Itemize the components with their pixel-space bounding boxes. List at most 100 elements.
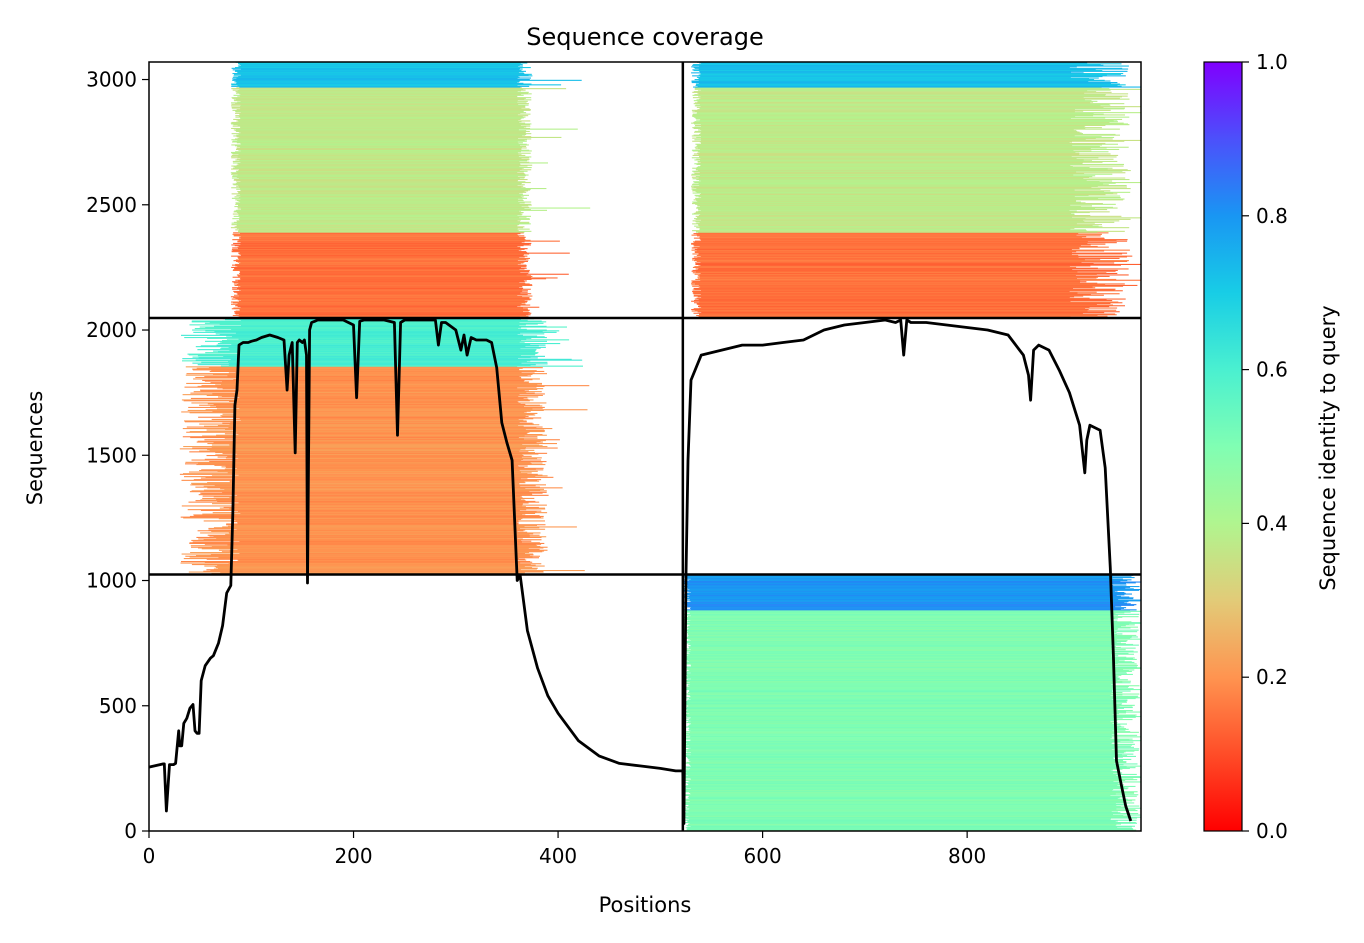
alignment-row: [700, 96, 1122, 98]
alignment-row: [699, 107, 1125, 109]
alignment-row: [236, 220, 518, 222]
alignment-row: [683, 689, 1141, 691]
alignment-row: [239, 228, 530, 230]
alignment-row: [683, 773, 1114, 775]
alignment-row: [689, 727, 1120, 729]
alignment-row: [689, 728, 1126, 730]
alignment-row: [689, 682, 1131, 684]
alignment-row: [181, 479, 538, 481]
alignment-row: [203, 520, 545, 522]
alignment-row: [689, 723, 1127, 725]
alignment-row: [200, 389, 525, 391]
alignment-row: [686, 674, 1122, 676]
alignment-row: [236, 77, 531, 79]
alignment-row: [698, 265, 1091, 267]
alignment-row: [683, 741, 1134, 743]
alignment-row: [231, 250, 522, 252]
alignment-row: [700, 139, 1141, 141]
alignment-row: [182, 436, 538, 438]
alignment-row: [696, 84, 1126, 86]
alignment-row: [194, 328, 519, 330]
alignment-row: [234, 245, 524, 247]
alignment-row: [689, 643, 1126, 645]
alignment-row: [683, 752, 1118, 754]
alignment-row: [240, 198, 519, 200]
alignment-row: [683, 616, 1123, 618]
alignment-row: [237, 65, 523, 67]
alignment-row: [238, 253, 530, 255]
alignment-row: [228, 346, 546, 348]
alignment-row: [688, 725, 1115, 727]
alignment-row: [688, 791, 1134, 793]
alignment-row: [686, 825, 1116, 827]
alignment-row: [690, 619, 1112, 621]
alignment-row: [691, 109, 1111, 111]
alignment-row: [696, 112, 1094, 114]
alignment-row: [237, 206, 530, 208]
alignment-row: [232, 167, 524, 169]
alignment-row: [690, 696, 1138, 698]
alignment-row: [237, 101, 518, 103]
alignment-row: [685, 658, 1137, 660]
alignment-row: [238, 197, 523, 199]
alignment-row: [236, 224, 518, 226]
alignment-row: [684, 800, 1133, 802]
alignment-row: [698, 232, 1109, 234]
alignment-row: [237, 306, 518, 308]
alignment-row: [238, 154, 522, 156]
alignment-row: [232, 76, 520, 78]
alignment-row: [238, 257, 530, 259]
alignment-row: [197, 364, 536, 366]
alignment-row: [236, 182, 531, 184]
alignment-row: [691, 722, 1113, 724]
alignment-row: [238, 204, 532, 206]
plot-frame: [148, 61, 1142, 832]
alignment-row: [234, 206, 522, 208]
alignment-row: [237, 352, 538, 354]
alignment-row: [692, 292, 1078, 294]
alignment-row: [687, 782, 1118, 784]
alignment-row: [231, 248, 525, 250]
alignment-row: [191, 459, 542, 461]
alignment-row: [690, 665, 1113, 667]
alignment-row: [237, 139, 525, 141]
alignment-row: [689, 769, 1113, 771]
alignment-row: [699, 221, 1115, 223]
alignment-row: [690, 779, 1138, 781]
alignment-row: [239, 540, 532, 542]
alignment-row: [232, 264, 527, 266]
y-axis-label: Sequences: [23, 391, 47, 506]
alignment-row: [685, 666, 1138, 668]
alignment-row: [229, 443, 523, 445]
alignment-row: [216, 408, 533, 410]
alignment-row: [189, 451, 529, 453]
alignment-row: [688, 692, 1123, 694]
alignment-row: [684, 673, 1133, 675]
alignment-row: [232, 504, 547, 506]
alignment-row: [687, 709, 1117, 711]
alignment-row: [239, 289, 523, 291]
alignment-row: [224, 437, 538, 439]
alignment-row: [189, 471, 521, 473]
alignment-row: [694, 302, 1123, 304]
alignment-row: [685, 614, 1119, 616]
alignment-row: [198, 547, 544, 549]
alignment-row: [212, 512, 548, 514]
alignment-row: [213, 568, 537, 570]
alignment-row: [219, 334, 518, 336]
alignment-row: [684, 651, 1138, 653]
alignment-row: [692, 64, 1104, 66]
alignment-row: [231, 121, 520, 123]
alignment-row: [205, 330, 560, 332]
alignment-row: [237, 522, 519, 524]
alignment-row: [683, 586, 1140, 588]
alignment-row: [183, 558, 520, 560]
alignment-row: [699, 103, 1110, 105]
alignment-row: [694, 288, 1116, 290]
alignment-row: [700, 277, 1097, 279]
alignment-row: [690, 716, 1136, 718]
alignment-row: [237, 303, 522, 305]
alignment-row: [691, 157, 1099, 159]
alignment-row: [220, 415, 526, 417]
alignment-row: [686, 637, 1132, 639]
